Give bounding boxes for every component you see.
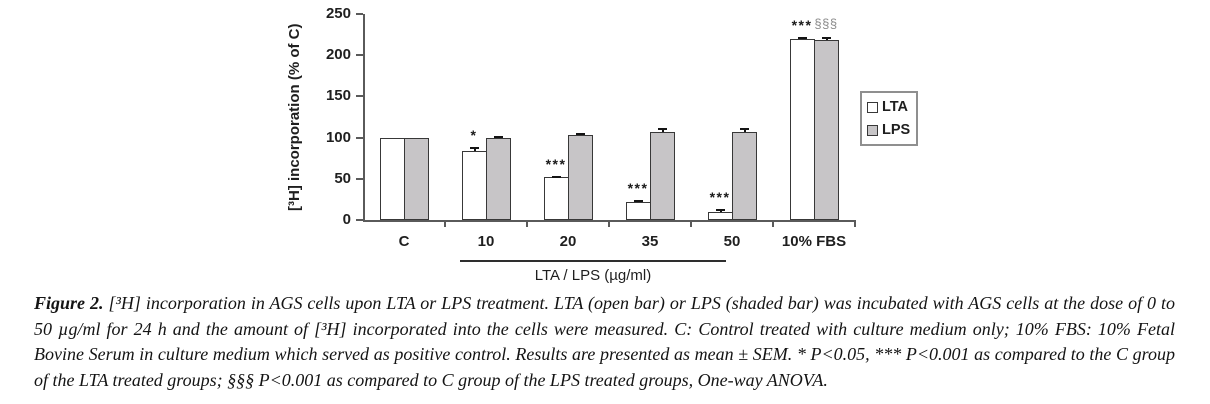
y-axis-line — [363, 14, 365, 222]
y-tick-label: 50 — [334, 169, 351, 187]
x-category-label: 20 — [559, 233, 577, 250]
error-bar — [743, 127, 746, 132]
y-tick — [356, 219, 363, 221]
bar-lta-1 — [462, 150, 487, 220]
error-bar-cap — [740, 127, 749, 130]
significance-marker: * — [470, 127, 478, 144]
significance-marker: *** — [791, 17, 813, 34]
error-bar — [661, 127, 664, 132]
significance-marker: *** — [545, 155, 567, 172]
error-bar-cap — [798, 37, 807, 40]
error-bar-cap — [658, 127, 667, 130]
significance-marker: *** — [627, 180, 649, 197]
y-tick — [356, 95, 363, 98]
legend-item-lta: LTA — [867, 99, 911, 115]
y-tick — [356, 54, 363, 57]
y-tick-label: 100 — [325, 128, 351, 146]
x-tick — [608, 221, 610, 227]
error-bar-cap — [822, 37, 831, 40]
legend: LTA LPS — [860, 91, 918, 146]
x-axis-title: LTA / LPS (µg/ml) — [534, 267, 652, 284]
y-tick — [356, 13, 363, 15]
legend-label-lps: LPS — [882, 122, 911, 138]
bar-lta-3 — [626, 201, 651, 220]
lps-shaded-bar-swatch — [867, 124, 878, 136]
bar-lta-4 — [708, 211, 733, 220]
bar-lta-2 — [544, 177, 569, 220]
error-bar-cap — [576, 132, 585, 135]
error-bar-cap — [716, 209, 725, 212]
significance-marker: §§§ — [814, 16, 838, 32]
caption-text: [³H] incorporation in AGS cells upon LTA… — [34, 293, 1175, 390]
y-tick-label: 200 — [325, 46, 351, 64]
lta-open-bar-swatch — [867, 101, 878, 113]
y-tick-label: 250 — [325, 5, 351, 22]
bar-lta-5 — [790, 38, 815, 220]
x-category-label: 50 — [723, 233, 741, 250]
plot-area: 0 50 100 150 200 250 C 10 * 20 *** 35 *** 50 *** 10% FB… — [326, 5, 856, 250]
error-bar-cap — [494, 135, 503, 138]
legend-item-lps: LPS — [867, 122, 911, 138]
x-tick — [772, 221, 774, 227]
caption-label: Figure 2. — [34, 293, 104, 313]
bar-lta-0 — [380, 137, 405, 220]
bar-lps-3 — [650, 131, 675, 220]
error-bar-cap — [634, 200, 643, 203]
dose-group-underline — [460, 260, 726, 262]
x-tick — [854, 221, 856, 227]
error-bar-cap — [470, 147, 479, 150]
y-tick — [356, 177, 363, 180]
figure-caption: Figure 2. [³H] incorporation in AGS cells… — [34, 291, 1175, 393]
x-category-label: 10% FBS — [781, 233, 847, 250]
y-axis-label: [³H] incorporation (% of C) — [286, 23, 303, 211]
x-tick — [526, 221, 528, 227]
x-category-label: 10 — [477, 233, 495, 250]
bar-lps-5 — [814, 40, 839, 220]
legend-label-lta: LTA — [882, 99, 909, 115]
bar-lps-1 — [486, 137, 511, 220]
bar-lps-0 — [404, 137, 429, 220]
bar-lps-4 — [732, 131, 757, 220]
x-category-label: C — [398, 233, 410, 250]
y-tick-label: 150 — [325, 87, 351, 105]
x-tick — [444, 221, 446, 227]
significance-marker: *** — [709, 189, 731, 206]
y-tick — [356, 136, 363, 139]
error-bar-cap — [552, 175, 561, 178]
bar-lps-2 — [568, 135, 593, 220]
x-category-label: 35 — [641, 233, 659, 250]
x-tick — [690, 221, 692, 227]
y-tick-label: 0 — [342, 211, 351, 228]
